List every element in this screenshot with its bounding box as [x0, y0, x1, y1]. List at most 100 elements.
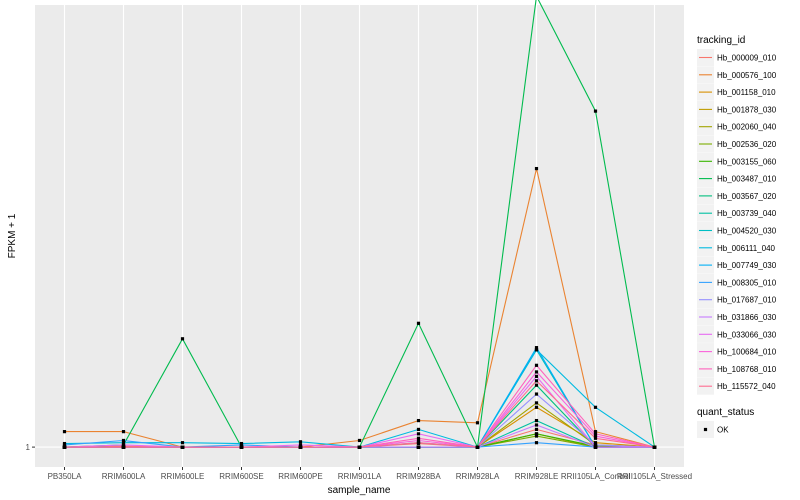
legend-label: Hb_003567_020 [717, 192, 777, 201]
data-point [534, 348, 539, 352]
legend-label: Hb_001878_030 [717, 105, 777, 114]
x-tick-label: RRIM600PE [278, 472, 322, 481]
y-tick-labels: 1 [26, 443, 35, 452]
x-axis-title: sample_name [328, 485, 391, 496]
data-point [121, 430, 126, 434]
legend-label: Hb_115572_040 [717, 382, 776, 391]
legend-label: Hb_002536_020 [717, 140, 777, 149]
x-tick-label: RRII105LA_Control [561, 472, 631, 481]
x-tick-label: RRIM600SE [219, 472, 263, 481]
data-point [593, 434, 598, 438]
legend-title: tracking_id [697, 35, 745, 46]
data-point [62, 443, 67, 447]
legend-label: Hb_004520_030 [717, 227, 777, 236]
data-point [534, 434, 539, 438]
data-point [416, 441, 421, 445]
x-tick-label: RRIM928BA [396, 472, 441, 481]
data-point [357, 445, 362, 449]
x-tick-label: PB350LA [48, 472, 82, 481]
data-point [534, 374, 539, 378]
legend-items: Hb_000009_010 Hb_000576_100 Hb_001158_010 H… [697, 49, 777, 395]
data-point [593, 441, 598, 445]
data-point [593, 405, 598, 409]
data-point [416, 436, 421, 440]
x-tick-label: RRII105LA_Stressed [617, 472, 692, 481]
shape-legend-point [703, 427, 708, 432]
data-point [180, 337, 185, 341]
legend-label: Hb_000576_100 [717, 71, 777, 80]
data-point [593, 436, 598, 440]
legend-label: Hb_000009_010 [717, 54, 777, 63]
data-point [534, 441, 539, 445]
legend-label: Hb_017687_010 [717, 296, 777, 305]
data-point [534, 383, 539, 387]
x-tick-label: RRIM600LE [161, 472, 205, 481]
data-point [416, 418, 421, 423]
data-point [180, 445, 185, 449]
data-point [475, 421, 480, 425]
data-point [121, 438, 126, 443]
data-point [121, 445, 126, 449]
data-point [534, 432, 539, 436]
data-point [416, 427, 421, 432]
data-point [62, 445, 67, 449]
legend-label: Hb_008305_010 [717, 278, 777, 287]
data-point [534, 370, 539, 374]
data-point [534, 346, 539, 350]
x-tick-labels: PB350LA RRIM600LA RRIM600LE RRIM600SE RRIM60… [48, 467, 692, 481]
data-points [62, 109, 657, 449]
grid-lines [35, 5, 684, 467]
data-point [239, 445, 244, 449]
data-point [534, 427, 539, 432]
data-point [416, 438, 421, 443]
x-tick-label: RRIM901LA [338, 472, 382, 481]
legend-label: Hb_003739_040 [717, 209, 777, 218]
data-point [298, 445, 303, 449]
data-point [416, 445, 421, 449]
x-tick-label: RRIM928LA [456, 472, 500, 481]
shape-legend-title: quant_status [697, 407, 754, 418]
x-tick-label: RRIM600LA [102, 472, 146, 481]
legend: tracking_id Hb_000009_010Hb_000576_100Hb… [697, 35, 777, 438]
data-point [475, 445, 480, 449]
data-point [534, 423, 539, 427]
data-point [416, 321, 421, 325]
data-point [534, 418, 539, 423]
data-point [180, 441, 185, 445]
x-tick-label: RRIM928LE [515, 472, 559, 481]
shape-legend-items: OK [697, 421, 729, 438]
data-point [534, 392, 539, 396]
legend-label: Hb_001158_010 [717, 88, 776, 97]
data-point [534, 405, 539, 409]
y-axis-title: FPKM + 1 [7, 213, 18, 258]
data-point [534, 401, 539, 405]
data-point [593, 445, 598, 449]
data-point [534, 166, 539, 171]
data-point [298, 440, 303, 444]
legend-label: Hb_003155_060 [717, 157, 777, 166]
data-point [416, 432, 421, 436]
data-point [652, 445, 657, 449]
legend-label: Hb_031866_030 [717, 313, 777, 322]
legend-label: Hb_108768_010 [717, 365, 777, 374]
data-point [239, 443, 244, 447]
data-point [534, 363, 539, 367]
data-point [593, 430, 598, 434]
legend-label: Hb_003487_010 [717, 175, 777, 184]
legend-label: Hb_002060_040 [717, 123, 777, 132]
y-tick-label: 1 [26, 443, 31, 452]
legend-label: Hb_033066_030 [717, 330, 777, 339]
data-point [357, 438, 362, 443]
data-point [593, 432, 598, 436]
data-point [593, 109, 598, 113]
data-point [121, 443, 126, 447]
data-point [534, 379, 539, 383]
data-point [121, 441, 126, 445]
legend-label: Hb_006111_040 [717, 244, 776, 253]
data-point [593, 443, 598, 447]
shape-legend-label: OK [717, 426, 729, 435]
legend-label: Hb_007749_030 [717, 261, 777, 270]
data-point [298, 443, 303, 447]
legend-label: Hb_100684_010 [717, 348, 777, 357]
